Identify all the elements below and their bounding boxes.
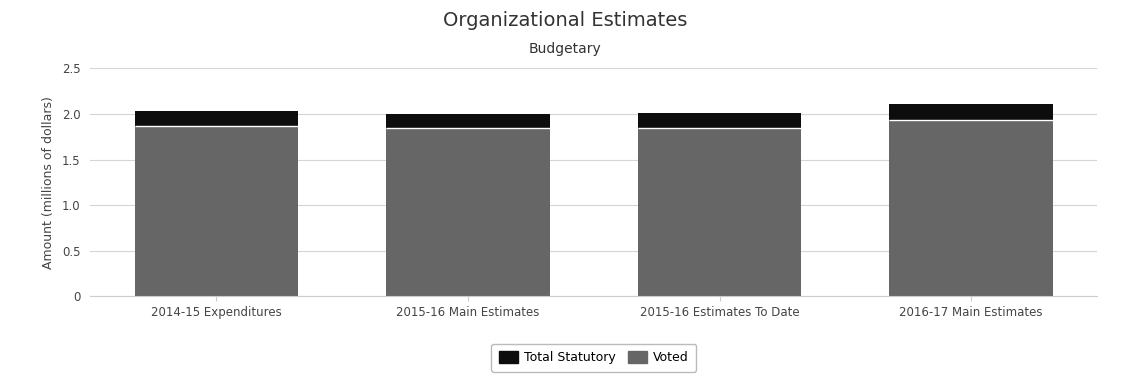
Bar [386,114,550,128]
Text: Organizational Estimates: Organizational Estimates [443,11,688,30]
Bar [889,120,1053,296]
Bar [889,103,1053,120]
Text: Budgetary: Budgetary [529,42,602,56]
Bar [386,128,550,296]
Bar [135,111,299,127]
Bar [638,128,802,296]
Legend: Total Statutory, Voted: Total Statutory, Voted [491,344,697,372]
Bar [135,127,299,296]
Y-axis label: Amount (millions of dollars): Amount (millions of dollars) [42,96,55,269]
Bar [638,113,802,128]
